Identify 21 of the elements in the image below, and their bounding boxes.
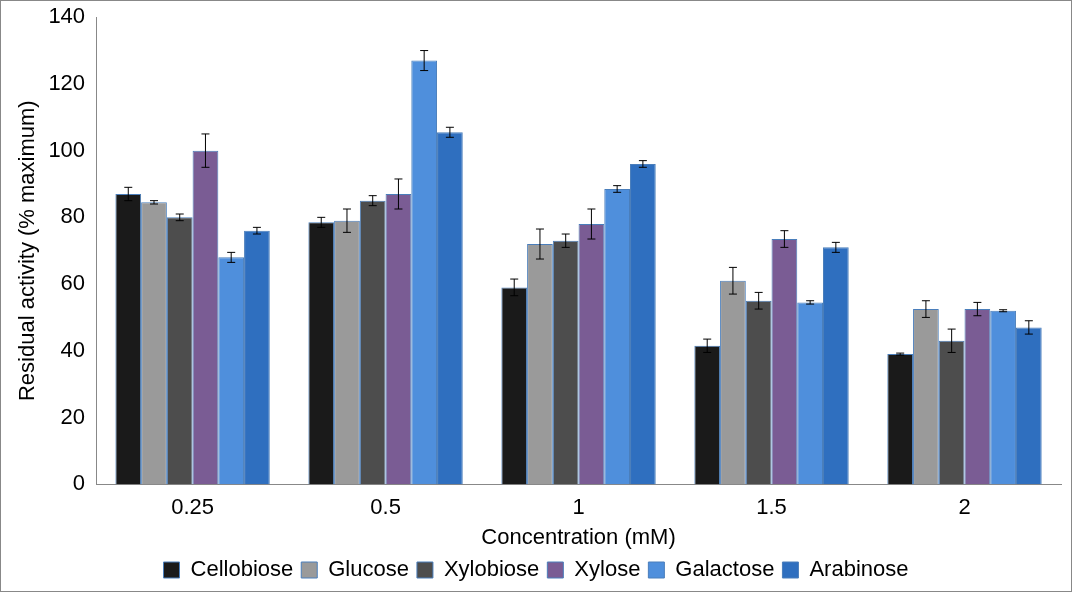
y-tick-label: 80 xyxy=(60,203,86,229)
x-tick-label: 1 xyxy=(572,494,585,520)
legend-label: Glucose xyxy=(328,556,409,582)
y-tick-label: 60 xyxy=(60,270,86,296)
legend-label: Arabinose xyxy=(809,556,909,582)
x-axis-title: Concentration (mM) xyxy=(481,523,676,549)
y-axis-title: Residual activity (% maximum) xyxy=(14,100,40,402)
x-tick-label: 0.5 xyxy=(370,494,401,520)
y-tick-label: 20 xyxy=(60,403,86,429)
y-tick-label: 100 xyxy=(48,136,86,162)
legend-label: Xylobiose xyxy=(443,556,540,582)
y-tick-label: 40 xyxy=(60,336,86,362)
y-tick-label: 0 xyxy=(72,470,86,496)
legend-label: Xylose xyxy=(574,556,641,582)
y-tick-label: 120 xyxy=(48,69,86,95)
legend-label: Galactose xyxy=(675,556,775,582)
x-tick-label: 1.5 xyxy=(756,494,787,520)
x-tick-label: 0.25 xyxy=(171,494,215,520)
y-tick-label: 140 xyxy=(48,3,86,29)
x-tick-label: 2 xyxy=(958,494,971,520)
legend-label: Cellobiose xyxy=(190,556,294,582)
